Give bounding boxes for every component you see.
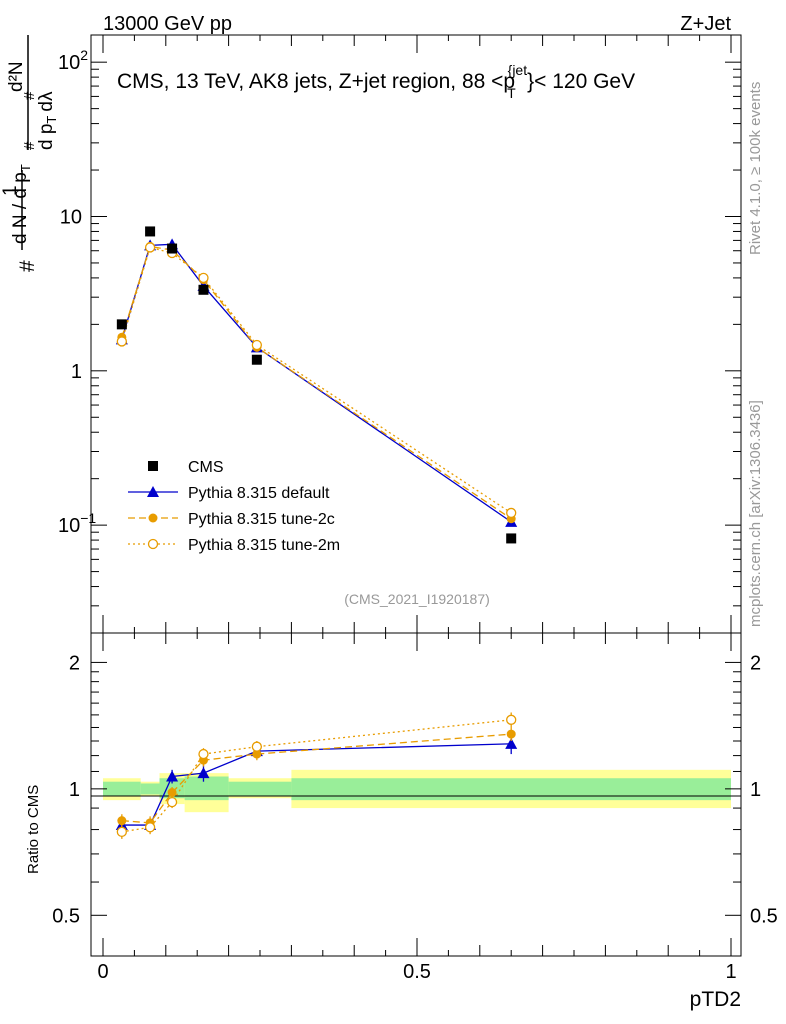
series-line — [121, 245, 512, 520]
y-axis-label-ratio: Ratio to CMS — [25, 785, 42, 874]
data-point-tune-2m — [116, 826, 127, 838]
data-point-default — [166, 770, 179, 782]
ratio-bands — [103, 769, 731, 813]
data-point-tune-2m — [251, 339, 263, 351]
main-series — [115, 226, 518, 544]
y-tick-label-main: 10−1 — [58, 510, 96, 537]
y-tick-label-ratio-right: 2 — [750, 652, 761, 674]
main-panel: 10−1 1 10 102 — [58, 34, 742, 634]
legend-label: Pythia 8.315 default — [188, 485, 330, 502]
y-label-den: d N / d pT — [10, 164, 33, 244]
ratio-panel: 0 0.5 1 0.5 0.5 1 1 2 2 — [52, 632, 778, 983]
data-point-cms — [145, 226, 156, 237]
y-tick-label-ratio-right: 1 — [750, 779, 761, 801]
side-label-top: Rivet 4.1.0, ≥ 100k events — [747, 82, 764, 255]
band-stat — [184, 776, 229, 801]
data-point-tune-2m — [166, 796, 178, 808]
ratio-line — [121, 743, 512, 826]
y-label-one: 1 — [0, 185, 21, 196]
chart-title: CMS, 13 TeV, AK8 jets, Z+jet region, 88 … — [117, 62, 635, 101]
band-stat — [228, 781, 292, 797]
x-tick-label: 0.5 — [403, 961, 431, 983]
data-point-tune-2m — [144, 242, 156, 253]
data-point-tune-2m — [506, 714, 517, 725]
y-tick-label-ratio: 0.5 — [52, 905, 80, 927]
y-label-dp: d pTdλ — [36, 91, 59, 150]
y-tick-label-main: 10 — [60, 206, 82, 228]
band-stat — [103, 781, 141, 797]
main-ticks: 10−1 1 10 102 — [58, 35, 741, 634]
y-tick-label-ratio: 2 — [69, 652, 80, 674]
y-axis-label-main: # d N / d pT # d pTdλ 1 # d²N — [0, 35, 59, 272]
data-point-tune-2c — [117, 816, 127, 826]
legend: CMS Pythia 8.315 default Pythia 8.315 tune… — [128, 459, 340, 554]
y-tick-label-main: 102 — [58, 47, 88, 74]
legend-label: Pythia 8.315 tune-2m — [188, 537, 340, 554]
legend-label: CMS — [188, 459, 224, 476]
data-point-default — [505, 737, 518, 749]
data-point-tune-2m — [198, 748, 209, 760]
band-stat — [140, 783, 160, 795]
band-stat — [291, 778, 731, 801]
x-axis-label: pTD2 — [690, 988, 741, 1011]
data-point-cms — [251, 354, 262, 365]
series-line — [121, 246, 512, 514]
series-line — [121, 243, 512, 523]
data-point-default — [197, 767, 210, 779]
x-tick-label: 1 — [725, 961, 736, 983]
data-point-tune-2m — [198, 272, 209, 284]
ratio-line — [121, 719, 512, 833]
ratio-series — [115, 712, 518, 839]
data-point-tune-2c — [167, 788, 177, 798]
header-left: 13000 GeV pp — [103, 13, 232, 35]
data-point-cms — [148, 461, 158, 471]
y-tick-label-ratio-right: 0.5 — [750, 905, 778, 927]
side-label-bottom: mcplots.cern.ch [arXiv:1306.3436] — [747, 400, 764, 627]
ratio-ticks: 0 0.5 1 0.5 0.5 1 1 2 2 — [52, 633, 778, 983]
data-point-cms — [116, 319, 127, 330]
data-point-tune-2m — [147, 538, 159, 550]
legend-label: Pythia 8.315 tune-2c — [188, 511, 335, 528]
y-label-hash2: # — [21, 141, 38, 150]
data-point-tune-2m — [144, 822, 156, 833]
y-label-hash1: # — [16, 260, 39, 272]
y-label-hash3: # — [21, 91, 38, 100]
data-point-tune-2m — [116, 336, 127, 347]
x-tick-label: 0 — [97, 961, 108, 983]
data-point-tune-2c — [252, 749, 262, 759]
data-point-cms — [506, 533, 517, 544]
data-point-cms — [167, 243, 178, 254]
data-point-tune-2c — [148, 513, 158, 523]
data-point-tune-2m — [251, 741, 263, 752]
header-right: Z+Jet — [680, 13, 731, 35]
data-point-tune-2c — [506, 729, 516, 739]
analysis-reference: (CMS_2021_I1920187) — [344, 591, 490, 607]
data-point-default — [147, 486, 159, 497]
data-point-cms — [198, 284, 209, 295]
y-tick-label-main: 1 — [71, 361, 82, 383]
ratio-frame — [90, 632, 742, 957]
y-label-d2n: d²N — [6, 61, 27, 92]
ratio-line — [121, 733, 512, 824]
y-tick-label-ratio: 1 — [69, 779, 80, 801]
data-point-tune-2m — [506, 507, 517, 519]
